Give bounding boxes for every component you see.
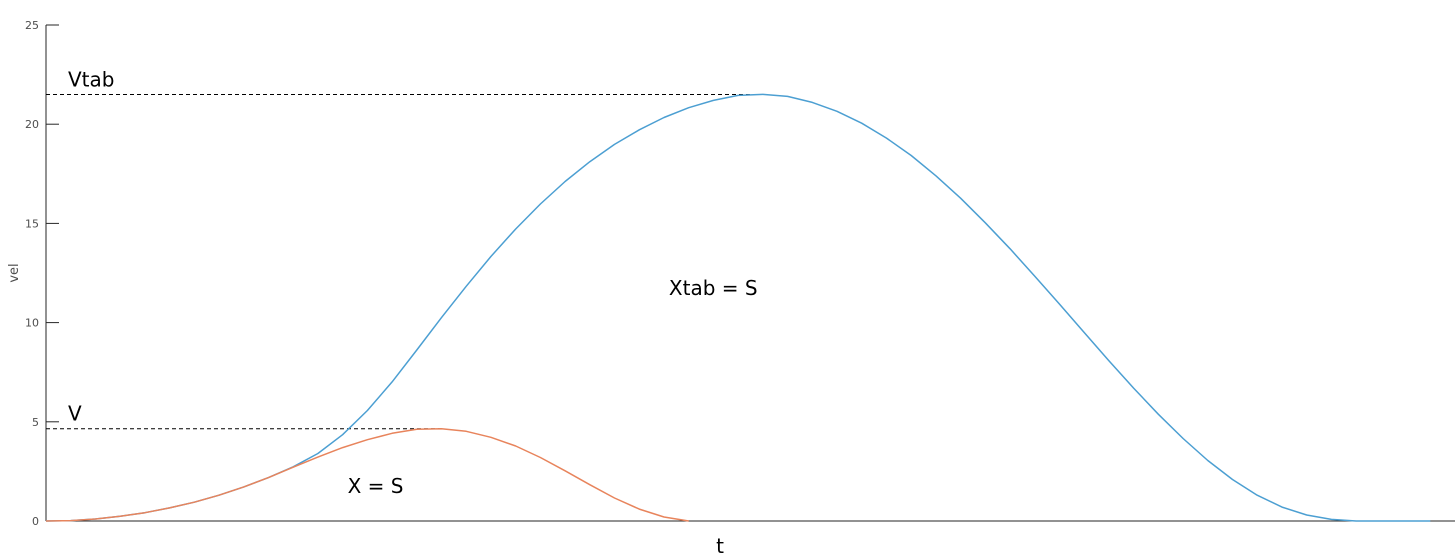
series-line xyxy=(45,427,689,522)
chart-labels: vel t xyxy=(7,263,724,558)
annotations: Xtab = S X = S xyxy=(348,276,758,498)
y-tick-label: 10 xyxy=(25,317,39,330)
reference-line-label: V xyxy=(68,402,82,426)
series-line xyxy=(45,93,1431,522)
y-axis-label: vel xyxy=(7,263,22,282)
reference-line-label: Vtab xyxy=(68,67,114,91)
annotation-label: X = S xyxy=(348,474,404,498)
series-group xyxy=(45,93,1431,522)
reference-lines: Vtab V xyxy=(46,67,763,430)
x-axis-label: t xyxy=(716,534,724,558)
y-ticks: 0 5 10 15 20 25 xyxy=(25,19,59,528)
y-tick-label: 15 xyxy=(25,217,39,230)
axes xyxy=(45,25,1455,522)
y-tick-label: 0 xyxy=(32,515,39,528)
annotation-label: Xtab = S xyxy=(669,276,758,300)
y-tick-label: 25 xyxy=(25,19,39,32)
y-tick-label: 5 xyxy=(32,416,39,429)
y-tick-label: 20 xyxy=(25,118,39,131)
